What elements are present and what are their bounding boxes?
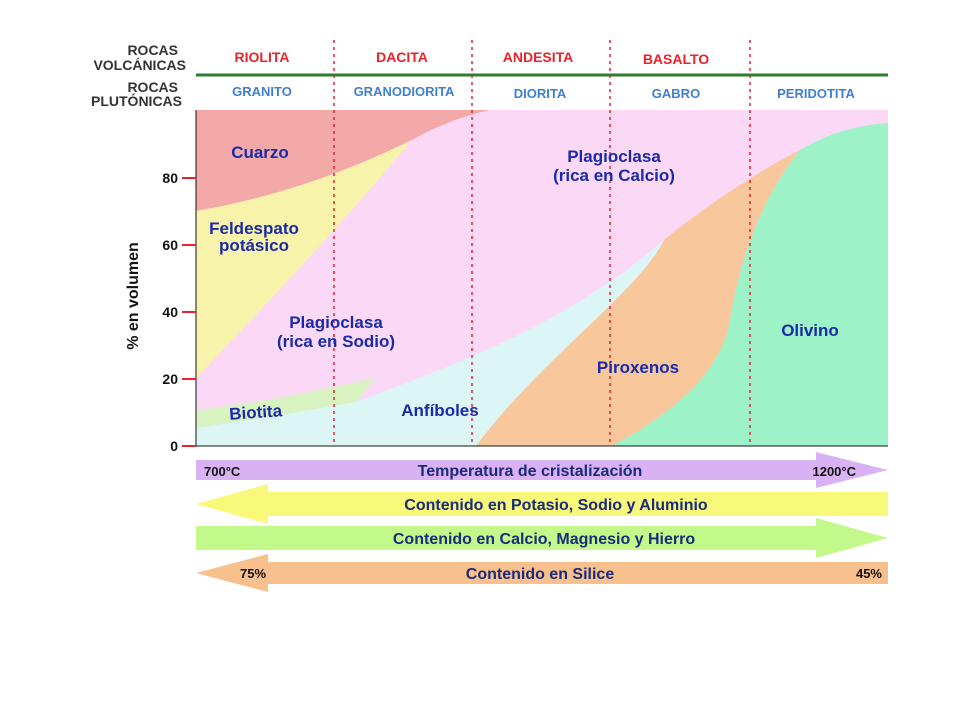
plagioclasa-calcio-label-line2: (rica en Calcio)	[553, 166, 675, 185]
rock-dividers	[333, 40, 751, 446]
plutonic-rock-peridotita: PERIDOTITA	[777, 86, 855, 101]
mineral-fields	[196, 110, 888, 446]
plutonic-rock-gabro: GABRO	[652, 86, 700, 101]
potasio-sodio-aluminio-arrow	[196, 484, 888, 524]
y-tick-label-20: 20	[162, 371, 178, 387]
feldespato-field	[196, 140, 412, 378]
feldespato-label-line2: potásico	[219, 236, 289, 255]
plagioclasa-sodio-label-line2: (rica en Sodio)	[277, 332, 395, 351]
silice-end-label: 45%	[856, 566, 882, 581]
plutonic-rock-granito: GRANITO	[232, 84, 292, 99]
calcio-magnesio-hierro-label: Contenido en Calcio, Magnesio y Hierro	[393, 531, 695, 548]
y-tick-label-40: 40	[162, 304, 178, 320]
silice-arrow	[196, 554, 888, 592]
volcanic-rocks-label-line2: VOLCÁNICAS	[93, 57, 186, 73]
calcio-magnesio-hierro-arrow	[196, 518, 888, 558]
anfiboles-label: Anfíboles	[401, 401, 478, 420]
volcanic-rock-riolita: RIOLITA	[235, 49, 290, 65]
silice-start-label: 75%	[240, 566, 266, 581]
biotita-label: Biotita	[229, 401, 284, 424]
plutonic-rock-granodiorita: GRANODIORITA	[354, 84, 455, 99]
temperature-start-label: 700°C	[204, 464, 241, 479]
plutonic-rock-diorita: DIORITA	[514, 86, 567, 101]
y-tick-label-60: 60	[162, 237, 178, 253]
olivino-label: Olivino	[781, 321, 839, 340]
anfiboles-field	[196, 240, 664, 446]
temperature-end-label: 1200°C	[812, 464, 856, 479]
cuarzo-field	[196, 110, 490, 211]
arrows: 700°C Temperatura de cristalización 1200…	[196, 452, 888, 592]
volcanic-rock-basalto: BASALTO	[643, 51, 709, 67]
y-axis: 0 20 40 60 80 % en volumen	[125, 110, 888, 454]
header: ROCAS VOLCÁNICAS ROCAS PLUTÓNICAS RIOLIT…	[91, 42, 888, 109]
plagioclasa-sodio-label-line1: Plagioclasa	[289, 313, 383, 332]
cuarzo-label: Cuarzo	[231, 143, 289, 162]
volcanic-rock-andesita: ANDESITA	[503, 49, 574, 65]
y-axis-title: % en volumen	[125, 242, 142, 350]
mineral-labels: Cuarzo Feldespato potásico Plagioclasa (…	[209, 143, 839, 424]
plutonic-rocks-label-line2: PLUTÓNICAS	[91, 92, 182, 109]
plagioclasa-calcio-label-line1: Plagioclasa	[567, 147, 661, 166]
y-tick-label-80: 80	[162, 170, 178, 186]
temperature-arrow-label: Temperatura de cristalización	[418, 463, 643, 480]
potasio-sodio-aluminio-label: Contenido en Potasio, Sodio y Aluminio	[404, 497, 708, 514]
silice-arrow-label: Contenido en Silice	[466, 566, 615, 583]
volcanic-rock-dacita: DACITA	[376, 49, 428, 65]
piroxenos-label: Piroxenos	[597, 358, 679, 377]
olivino-field	[612, 123, 888, 446]
y-tick-label-0: 0	[170, 438, 178, 454]
temperature-arrow	[196, 452, 888, 488]
biotita-field	[196, 378, 376, 428]
piroxenos-field	[476, 150, 800, 446]
volcanic-rocks-label-line1: ROCAS	[127, 42, 178, 58]
plutonic-rocks-label-line1: ROCAS	[127, 79, 178, 95]
feldespato-label-line1: Feldespato	[209, 219, 299, 238]
